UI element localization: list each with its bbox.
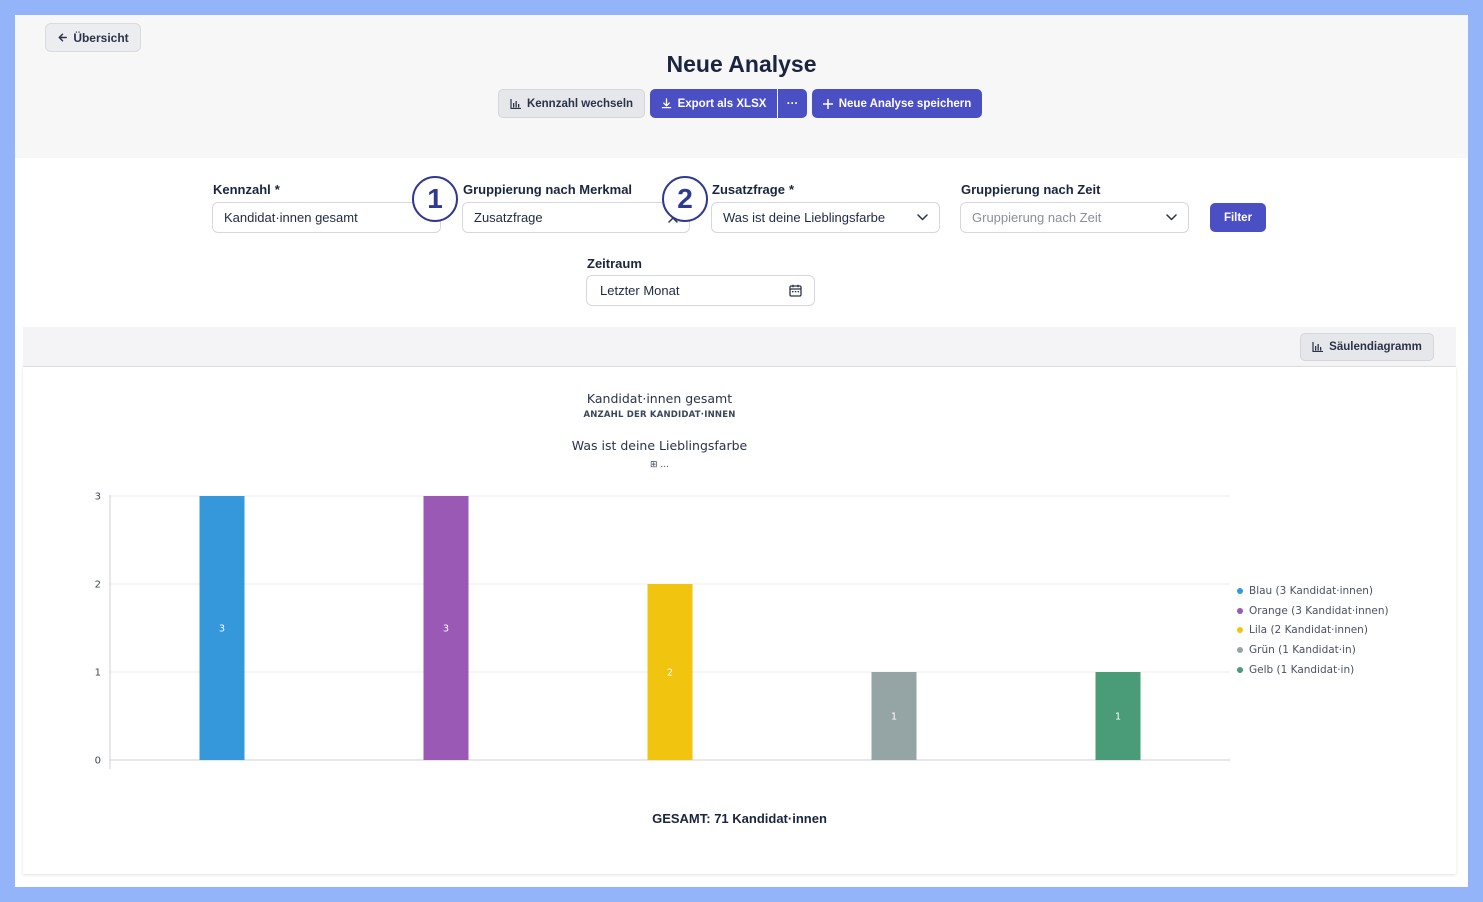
bar-value-label: 3 <box>443 624 449 635</box>
legend-swatch <box>1237 666 1243 673</box>
bar-value-label: 1 <box>891 712 897 723</box>
legend-swatch <box>1237 587 1243 594</box>
legend-label: Gelb (1 Kandidat·in) <box>1249 663 1355 676</box>
legend-swatch <box>1237 646 1243 653</box>
bar-grün <box>871 672 917 760</box>
header-area: Übersicht Neue Analyse Kennzahl wechseln… <box>15 15 1468 158</box>
chart-group-subtitle: ⊞ ... <box>650 460 669 470</box>
chart-toolbar: Säulendiagramm <box>23 327 1456 367</box>
more-options-button[interactable]: ··· <box>778 89 807 118</box>
back-button[interactable]: Übersicht <box>45 23 141 52</box>
page-title: Neue Analyse <box>666 51 817 77</box>
legend-item[interactable]: Grün (1 Kandidat·in) <box>1237 640 1389 660</box>
legend-item[interactable]: Blau (3 Kandidat·innen) <box>1237 581 1389 601</box>
bar-chart: 0 1 2 3 3 3 2 1 1 <box>95 492 1230 769</box>
grouping-time-select[interactable]: Gruppierung nach Zeit <box>960 202 1189 233</box>
metric-select[interactable]: Kandidat·innen gesamt <box>212 202 441 233</box>
filter-button[interactable]: Filter <box>1210 203 1266 232</box>
y-tick-label: 1 <box>95 668 101 679</box>
metric-value: Kandidat·innen gesamt <box>224 210 358 225</box>
legend-swatch <box>1237 607 1243 614</box>
annotation-marker-1: 1 <box>412 176 458 222</box>
extra-question-select[interactable]: Was ist deine Lieblingsfarbe <box>711 202 940 233</box>
total-label: GESAMT: 71 Kandidat·innen <box>652 811 827 826</box>
y-tick-label: 2 <box>95 580 101 591</box>
legend-swatch <box>1237 627 1243 634</box>
bar-lila <box>647 584 693 760</box>
grouping-time-label: Gruppierung nach Zeit <box>961 182 1101 197</box>
bar-chart-icon <box>510 98 521 109</box>
period-value: Letzter Monat <box>600 283 680 298</box>
bar-blau <box>199 496 245 760</box>
period-label: Zeitraum <box>587 256 642 271</box>
chart-title: Kandidat·innen gesamt <box>586 391 733 406</box>
legend-label: Lila (2 Kandidat·innen) <box>1249 624 1368 637</box>
bar-chart-icon <box>1312 342 1324 352</box>
bar-gelb <box>1095 672 1141 760</box>
chart-legend: Blau (3 Kandidat·innen) Orange (3 Kandida… <box>1237 581 1389 679</box>
grouping-feature-label: Gruppierung nach Merkmal <box>463 182 633 197</box>
chart-type-button[interactable]: Säulendiagramm <box>1300 333 1434 361</box>
legend-item[interactable]: Lila (2 Kandidat·innen) <box>1237 620 1389 640</box>
extra-question-value: Was ist deine Lieblingsfarbe <box>723 210 886 225</box>
export-xlsx-button[interactable]: Export als XLSX <box>650 89 777 118</box>
export-label: Export als XLSX <box>677 97 767 110</box>
chart-card: Kandidat·innen gesamt ANZAHL DER KANDIDA… <box>23 367 1456 874</box>
more-icon: ··· <box>786 97 799 110</box>
header-toolbar: Kennzahl wechseln Export als XLSX ··· Ne… <box>498 89 982 118</box>
chart-group-title: Was ist deine Lieblingsfarbe <box>571 438 748 453</box>
plus-icon <box>822 98 833 109</box>
switch-metric-label: Kennzahl wechseln <box>526 97 634 110</box>
legend-label: Grün (1 Kandidat·in) <box>1249 643 1356 656</box>
grouping-time-placeholder: Gruppierung nach Zeit <box>972 210 1102 225</box>
y-tick-label: 0 <box>95 756 101 767</box>
bar-value-label: 3 <box>219 624 225 635</box>
chart-type-label: Säulendiagramm <box>1329 341 1422 353</box>
bar-orange <box>423 496 469 760</box>
back-button-label: Übersicht <box>73 30 129 45</box>
save-analysis-label: Neue Analyse speichern <box>838 97 972 110</box>
grouping-feature-select[interactable]: Zusatzfrage <box>462 202 690 233</box>
chevron-down-icon <box>917 214 928 221</box>
annotation-marker-2: 2 <box>662 176 708 222</box>
period-picker[interactable]: Letzter Monat <box>586 275 815 306</box>
bar-value-label: 2 <box>667 668 673 679</box>
grouping-feature-value: Zusatzfrage <box>474 210 543 225</box>
metric-label: Kennzahl * <box>213 182 280 197</box>
arrow-left-icon <box>57 32 68 43</box>
chart-subtitle: ANZAHL DER KANDIDAT·INNEN <box>583 410 736 420</box>
y-tick-label: 3 <box>95 492 101 503</box>
download-icon <box>661 98 672 109</box>
save-analysis-button[interactable]: Neue Analyse speichern <box>812 89 982 118</box>
switch-metric-button[interactable]: Kennzahl wechseln <box>498 89 645 118</box>
legend-label: Blau (3 Kandidat·innen) <box>1249 584 1374 597</box>
legend-label: Orange (3 Kandidat·innen) <box>1249 604 1389 617</box>
extra-question-label: Zusatzfrage * <box>712 182 795 197</box>
legend-item[interactable]: Orange (3 Kandidat·innen) <box>1237 601 1389 621</box>
chevron-down-icon <box>1166 214 1177 221</box>
legend-item[interactable]: Gelb (1 Kandidat·in) <box>1237 660 1389 680</box>
bar-value-label: 1 <box>1115 712 1121 723</box>
app-window: Übersicht Neue Analyse Kennzahl wechseln… <box>15 15 1468 887</box>
calendar-icon[interactable] <box>789 284 802 297</box>
